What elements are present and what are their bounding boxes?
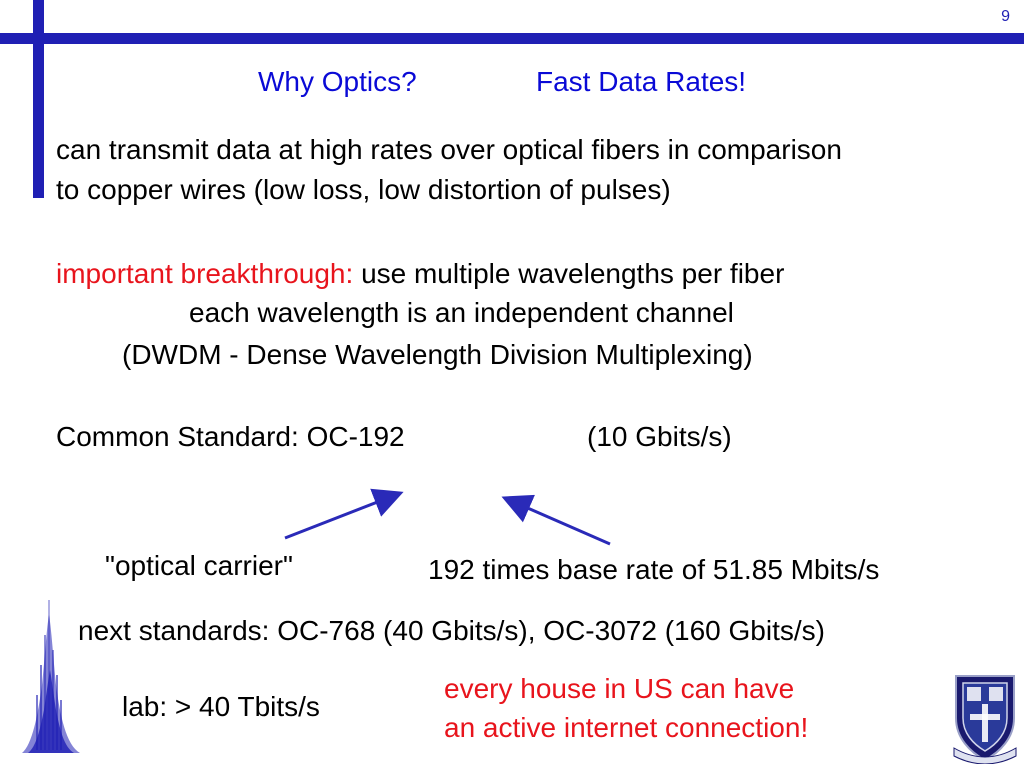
common-standard: Common Standard: OC-192 [56,421,405,452]
arrow-optical-carrier [284,488,404,540]
spectrum-graphic [22,600,80,753]
para2-line2: each wavelength is an independent channe… [189,297,734,328]
para1-line2: to copper wires (low loss, low distortio… [56,174,671,205]
house-line1: every house in US can have [444,673,795,704]
vertical-accent-bar [33,0,44,198]
page-number: 9 [1001,8,1010,25]
lab-rate: lab: > 40 Tbits/s [122,691,320,722]
horizontal-accent-bar [0,33,1024,44]
arrow-base-rate [501,494,611,546]
para2-line3: (DWDM - Dense Wavelength Division Multip… [122,339,753,370]
slide-subtitle: Fast Data Rates! [536,66,747,97]
university-crest-logo [953,675,1017,764]
para2-line1: important breakthrough: use multiple wav… [56,255,784,293]
next-standards: next standards: OC-768 (40 Gbits/s), OC-… [78,615,825,646]
slide-title: Why Optics? [258,66,417,97]
common-standard-rate: (10 Gbits/s) [587,421,732,452]
base-rate-label: 192 times base rate of 51.85 Mbits/s [428,554,880,585]
house-line2: an active internet connection! [444,712,809,743]
optical-carrier-label: "optical carrier" [105,550,293,581]
breakthrough-text: use multiple wavelengths per fiber [361,258,785,289]
para1-line1: can transmit data at high rates over opt… [56,134,842,165]
breakthrough-label: important breakthrough: [56,258,354,289]
